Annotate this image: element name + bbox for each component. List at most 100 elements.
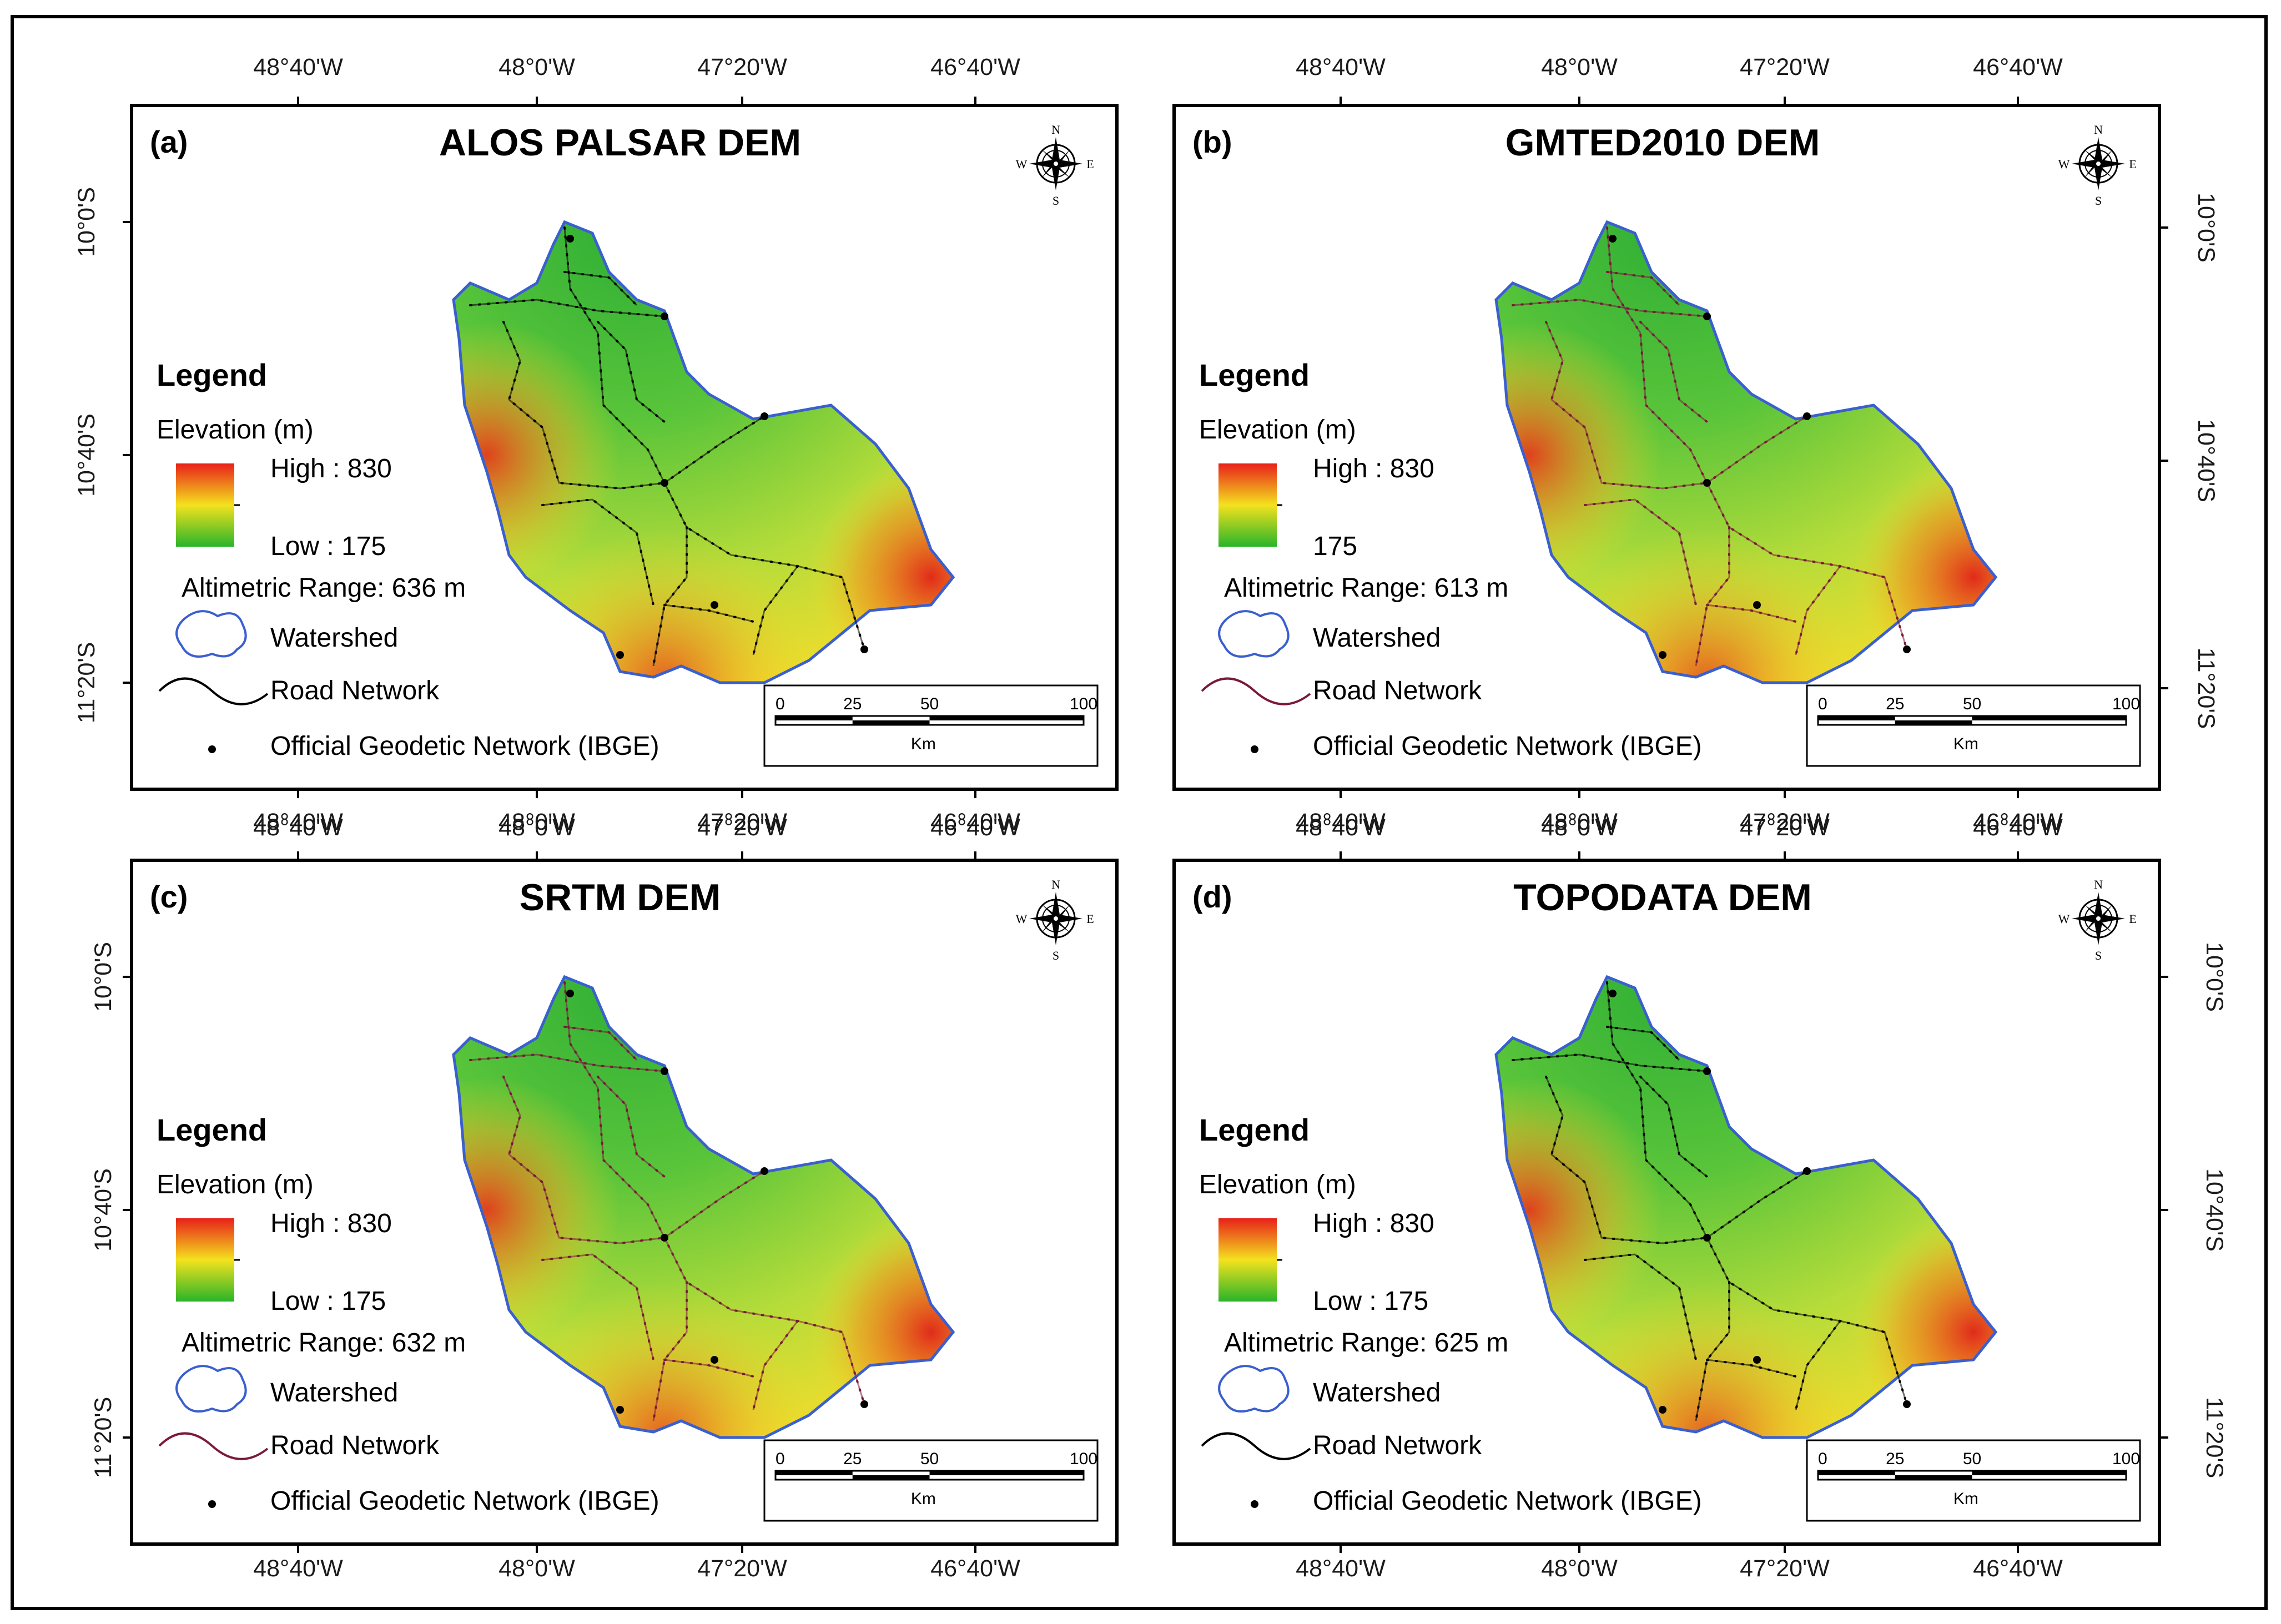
longitude-label-bottom: 48°40'W xyxy=(1296,809,1386,835)
geodetic-point xyxy=(860,1400,868,1408)
legend-altimetric-range: Altimetric Range: 625 m xyxy=(1224,1328,1508,1358)
geodetic-point xyxy=(1803,412,1811,420)
scale-tick-label: 0 xyxy=(776,1450,785,1468)
latitude-label: 10°40'S xyxy=(73,413,100,497)
legend-watershed: Watershed xyxy=(1313,1378,1441,1408)
geodetic-point xyxy=(616,1406,624,1414)
longitude-label-top: 47°20'W xyxy=(697,814,787,841)
longitude-label-top: 46°40'W xyxy=(930,54,1020,80)
scale-unit: Km xyxy=(911,735,936,753)
watershed-swatch-icon xyxy=(175,1365,247,1413)
outer-frame xyxy=(11,15,2268,1610)
scale-tick-label: 25 xyxy=(1886,695,1904,713)
latitude-label: 10°0'S xyxy=(2193,193,2219,263)
legend-high: High : 830 xyxy=(270,454,392,483)
panel-label: (d) xyxy=(1192,879,1232,914)
latitude-label: 11°20'S xyxy=(2201,1397,2228,1479)
longitude-label-bottom: 48°40'W xyxy=(253,1555,343,1582)
panel-title: TOPODATA DEM xyxy=(1513,876,1812,919)
panel-label: (c) xyxy=(150,879,188,914)
legend: Legend Elevation (m) High : 830 Low : 175 Al… xyxy=(1199,1112,1702,1516)
legend-geodetic: Official Geodetic Network (IBGE) xyxy=(270,1486,659,1516)
geodetic-point xyxy=(1609,235,1617,243)
watershed-swatch-icon xyxy=(175,610,247,658)
geodetic-point xyxy=(661,1234,668,1242)
longitude-label-bottom: 48°0'W xyxy=(1541,1555,1618,1582)
scale-tick-label: 50 xyxy=(920,695,939,713)
legend-elevation-label: Elevation (m) xyxy=(157,1170,314,1199)
scale-bar: 0 25 50 100 Km xyxy=(763,1439,1099,1522)
compass-e: E xyxy=(2129,157,2136,171)
geodetic-swatch-icon xyxy=(1251,1500,1258,1508)
geodetic-point xyxy=(761,412,768,420)
compass-s: S xyxy=(2095,949,2102,962)
longitude-label-top: 48°0'W xyxy=(1541,54,1618,80)
elevation-color-ramp xyxy=(1218,1218,1277,1302)
geodetic-point xyxy=(711,601,718,609)
longitude-label-bottom: 48°40'W xyxy=(1296,1555,1386,1582)
legend-title: Legend xyxy=(157,1112,267,1147)
longitude-label-top: 47°20'W xyxy=(1740,54,1830,80)
legend-high: High : 830 xyxy=(1313,454,1434,483)
longitude-label-bottom: 46°40'W xyxy=(1973,1555,2063,1582)
geodetic-point xyxy=(1703,479,1711,487)
legend-title: Legend xyxy=(157,357,267,392)
geodetic-point xyxy=(761,1167,768,1175)
geodetic-point xyxy=(616,651,624,659)
geodetic-point xyxy=(1903,645,1911,653)
legend-elevation-label: Elevation (m) xyxy=(157,415,314,445)
geodetic-point xyxy=(711,1356,718,1364)
watershed-dem-raster xyxy=(426,949,981,1476)
map-panel-d: 48°40'W 48°0'W 47°20'W 46°40'W 48°40'W 48°0'W… xyxy=(1172,814,2228,1582)
legend-road-network: Road Network xyxy=(1313,676,1482,705)
longitude-label-bottom: 46°40'W xyxy=(930,1555,1020,1582)
geodetic-point xyxy=(1703,1234,1711,1242)
geodetic-point xyxy=(1703,1067,1711,1075)
longitude-label-bottom: 48°40'W xyxy=(253,809,343,835)
compass-w: W xyxy=(2058,912,2070,926)
scale-tick-label: 0 xyxy=(1818,695,1827,713)
north-arrow-icon: N S E W xyxy=(2058,877,2137,962)
geodetic-point xyxy=(661,312,668,320)
north-arrow-icon: N S E W xyxy=(1016,123,1094,208)
longitude-label-top: 46°40'W xyxy=(1973,54,2063,80)
longitude-label-bottom: 47°20'W xyxy=(697,809,787,835)
longitude-label-bottom: 47°20'W xyxy=(697,1555,787,1582)
map-panel-b: 48°40'W 48°0'W 47°20'W 46°40'W 48°40'W 48°0'W… xyxy=(1172,54,2219,835)
legend-watershed: Watershed xyxy=(1313,623,1441,653)
panel-title: ALOS PALSAR DEM xyxy=(439,122,801,164)
map-panel-a: 48°40'W 48°0'W 47°20'W 46°40'W 48°40'W 48°0'W… xyxy=(73,54,1119,835)
elevation-color-ramp xyxy=(176,1218,234,1302)
legend-watershed: Watershed xyxy=(270,623,398,653)
longitude-label-top: 46°40'W xyxy=(930,814,1020,841)
longitude-label-top: 48°40'W xyxy=(253,814,343,841)
legend: Legend Elevation (m) High : 830 Low : 175 Al… xyxy=(157,357,659,761)
legend-title: Legend xyxy=(1199,1112,1310,1147)
scale-tick-label: 50 xyxy=(920,1450,939,1468)
latitude-label: 11°20'S xyxy=(2193,648,2219,729)
compass-e: E xyxy=(1086,157,1094,171)
legend-road-network: Road Network xyxy=(270,1431,440,1460)
longitude-label-bottom: 48°0'W xyxy=(1541,809,1618,835)
scale-tick-label: 0 xyxy=(1818,1450,1827,1468)
longitude-label-top: 47°20'W xyxy=(697,54,787,80)
road-swatch-icon xyxy=(1201,1432,1311,1460)
scale-unit: Km xyxy=(1953,735,1978,753)
legend-low: Low : 175 xyxy=(1313,1287,1428,1316)
longitude-label-bottom: 46°40'W xyxy=(1973,809,2063,835)
longitude-label-top: 48°0'W xyxy=(1541,814,1618,841)
latitude-label: 10°0'S xyxy=(73,187,100,257)
elevation-color-ramp xyxy=(176,463,234,547)
geodetic-point xyxy=(1903,1400,1911,1408)
longitude-label-bottom: 48°0'W xyxy=(499,809,575,835)
scale-bar: 0 25 50 100 Km xyxy=(1806,1439,2141,1522)
compass-s: S xyxy=(1053,194,1059,208)
longitude-label-top: 48°0'W xyxy=(499,814,575,841)
road-swatch-icon xyxy=(158,1432,269,1460)
road-swatch-icon xyxy=(158,677,269,705)
geodetic-point xyxy=(661,479,668,487)
legend-low: 175 xyxy=(1313,532,1357,561)
legend-title: Legend xyxy=(1199,357,1310,392)
legend-high: High : 830 xyxy=(270,1209,392,1238)
